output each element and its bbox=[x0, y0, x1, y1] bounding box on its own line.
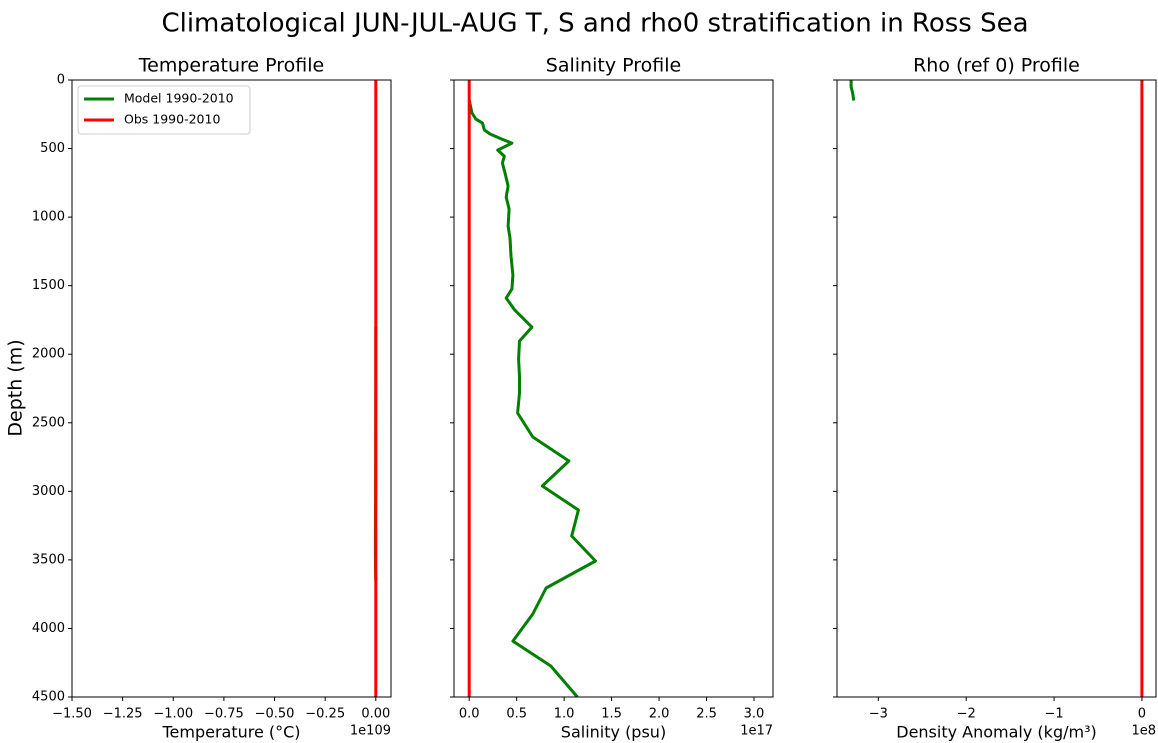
salinity-x-axis-label: Salinity (psu) bbox=[561, 723, 666, 742]
x-tick-label: −1 bbox=[1044, 707, 1063, 722]
x-tick-label: 2.5 bbox=[696, 707, 717, 722]
density-x-axis-label: Density Anomaly (kg/m³) bbox=[896, 723, 1096, 742]
x-tick-label: −0.50 bbox=[255, 707, 295, 722]
x-tick-label: 0.00 bbox=[361, 707, 390, 722]
x-tick-label: −1.00 bbox=[153, 707, 193, 722]
temperature-x-offset-label: 1e109 bbox=[350, 724, 391, 739]
salinity-model-line bbox=[467, 99, 597, 697]
legend: Model 1990-2010 Obs 1990-2010 bbox=[77, 85, 251, 135]
x-tick-label: 3.0 bbox=[744, 707, 765, 722]
x-tick-label: 1.5 bbox=[601, 707, 622, 722]
x-tick-label: 0.5 bbox=[506, 707, 527, 722]
salinity-panel: Salinity Profile 0.0 0.5 1.0 1.5 2.0 2.5 3.0 Sal… bbox=[450, 55, 774, 742]
y-tick-label: 0 bbox=[57, 73, 65, 88]
x-tick-label: −1.25 bbox=[103, 707, 143, 722]
y-tick-label: 3500 bbox=[32, 552, 65, 567]
y-axis-label: Depth (m) bbox=[5, 339, 27, 436]
y-tick-label: 500 bbox=[40, 141, 65, 156]
salinity-x-offset-label: 1e17 bbox=[740, 724, 773, 739]
x-tick-label: −3 bbox=[869, 707, 888, 722]
y-tick-label: 1500 bbox=[32, 278, 65, 293]
temperature-panel-title: Temperature Profile bbox=[138, 55, 324, 77]
x-tick-label: 0.0 bbox=[459, 707, 480, 722]
x-tick-label: 1.0 bbox=[554, 707, 575, 722]
legend-obs-label: Obs 1990-2010 bbox=[124, 112, 220, 127]
x-tick-label: 0 bbox=[1138, 707, 1146, 722]
density-panel: Rho (ref 0) Profile −3 −2 −1 0 Density Anomal… bbox=[833, 55, 1157, 742]
y-tick-label: 4500 bbox=[32, 690, 65, 705]
y-tick-label: 4000 bbox=[32, 621, 65, 636]
density-panel-title: Rho (ref 0) Profile bbox=[913, 55, 1080, 77]
x-tick-label: −0.75 bbox=[204, 707, 244, 722]
density-axes-frame bbox=[836, 79, 1157, 698]
figure-title: Climatological JUN-JUL-AUG T, S and rho0… bbox=[161, 9, 1028, 39]
legend-model-label: Model 1990-2010 bbox=[124, 91, 234, 106]
x-tick-label: −0.25 bbox=[305, 707, 345, 722]
temperature-axes-frame bbox=[71, 79, 392, 698]
x-tick-label: −2 bbox=[957, 707, 976, 722]
x-tick-label: 2.0 bbox=[649, 707, 670, 722]
density-x-offset-label: 1e8 bbox=[1131, 724, 1156, 739]
y-tick-label: 2000 bbox=[32, 347, 65, 362]
temperature-x-axis-label: Temperature (°C) bbox=[161, 723, 300, 742]
salinity-panel-title: Salinity Profile bbox=[546, 55, 681, 77]
temperature-panel: Temperature Profile−1.50 −1.25 −1.00 −0.75−… bbox=[32, 55, 392, 742]
legend-box bbox=[77, 85, 251, 135]
salinity-axes-frame bbox=[453, 79, 774, 698]
x-tick-label: −1.50 bbox=[52, 707, 92, 722]
density-model-line bbox=[849, 80, 856, 101]
y-tick-label: 3000 bbox=[32, 484, 65, 499]
y-tick-label: 2500 bbox=[32, 415, 65, 430]
y-tick-label: 1000 bbox=[32, 210, 65, 225]
